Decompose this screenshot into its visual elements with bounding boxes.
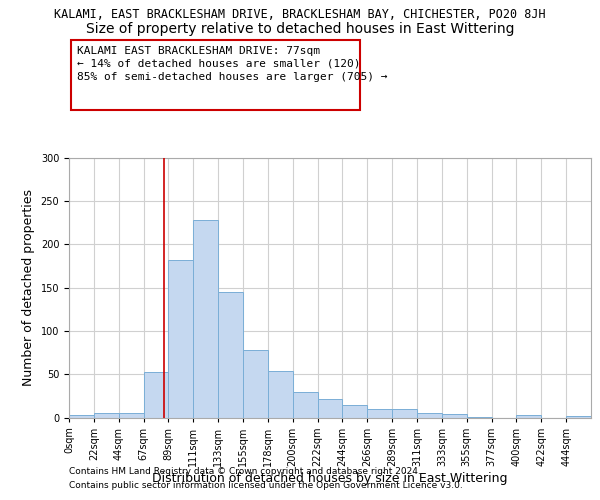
Bar: [169, 260, 193, 418]
Bar: [317, 400, 343, 417]
Text: KALAMI, EAST BRACKLESHAM DRIVE, BRACKLESHAM BAY, CHICHESTER, PO20 8JH: KALAMI, EAST BRACKLESHAM DRIVE, BRACKLES…: [54, 8, 546, 20]
Bar: [119, 413, 143, 418]
Bar: [467, 416, 491, 418]
X-axis label: Distribution of detached houses by size in East Wittering: Distribution of detached houses by size …: [152, 472, 508, 484]
Text: Contains public sector information licensed under the Open Government Licence v3: Contains public sector information licen…: [69, 481, 463, 490]
Bar: [218, 292, 243, 418]
Bar: [367, 409, 392, 418]
Bar: [293, 392, 317, 417]
Text: Contains HM Land Registry data © Crown copyright and database right 2024.: Contains HM Land Registry data © Crown c…: [69, 468, 421, 476]
Text: 85% of semi-detached houses are larger (705) →: 85% of semi-detached houses are larger (…: [77, 72, 388, 82]
Text: ← 14% of detached houses are smaller (120): ← 14% of detached houses are smaller (12…: [77, 59, 360, 69]
Y-axis label: Number of detached properties: Number of detached properties: [22, 189, 35, 386]
Bar: [343, 404, 367, 417]
Bar: [392, 409, 417, 418]
Text: KALAMI EAST BRACKLESHAM DRIVE: 77sqm: KALAMI EAST BRACKLESHAM DRIVE: 77sqm: [77, 46, 320, 56]
Bar: [417, 413, 442, 418]
Bar: [94, 413, 119, 418]
Bar: [143, 372, 169, 418]
Bar: [268, 370, 293, 418]
Bar: [442, 414, 467, 418]
Bar: [243, 350, 268, 418]
Bar: [517, 415, 541, 418]
Bar: [69, 415, 94, 418]
Bar: [566, 416, 591, 418]
Text: Size of property relative to detached houses in East Wittering: Size of property relative to detached ho…: [86, 22, 514, 36]
Bar: [193, 220, 218, 418]
